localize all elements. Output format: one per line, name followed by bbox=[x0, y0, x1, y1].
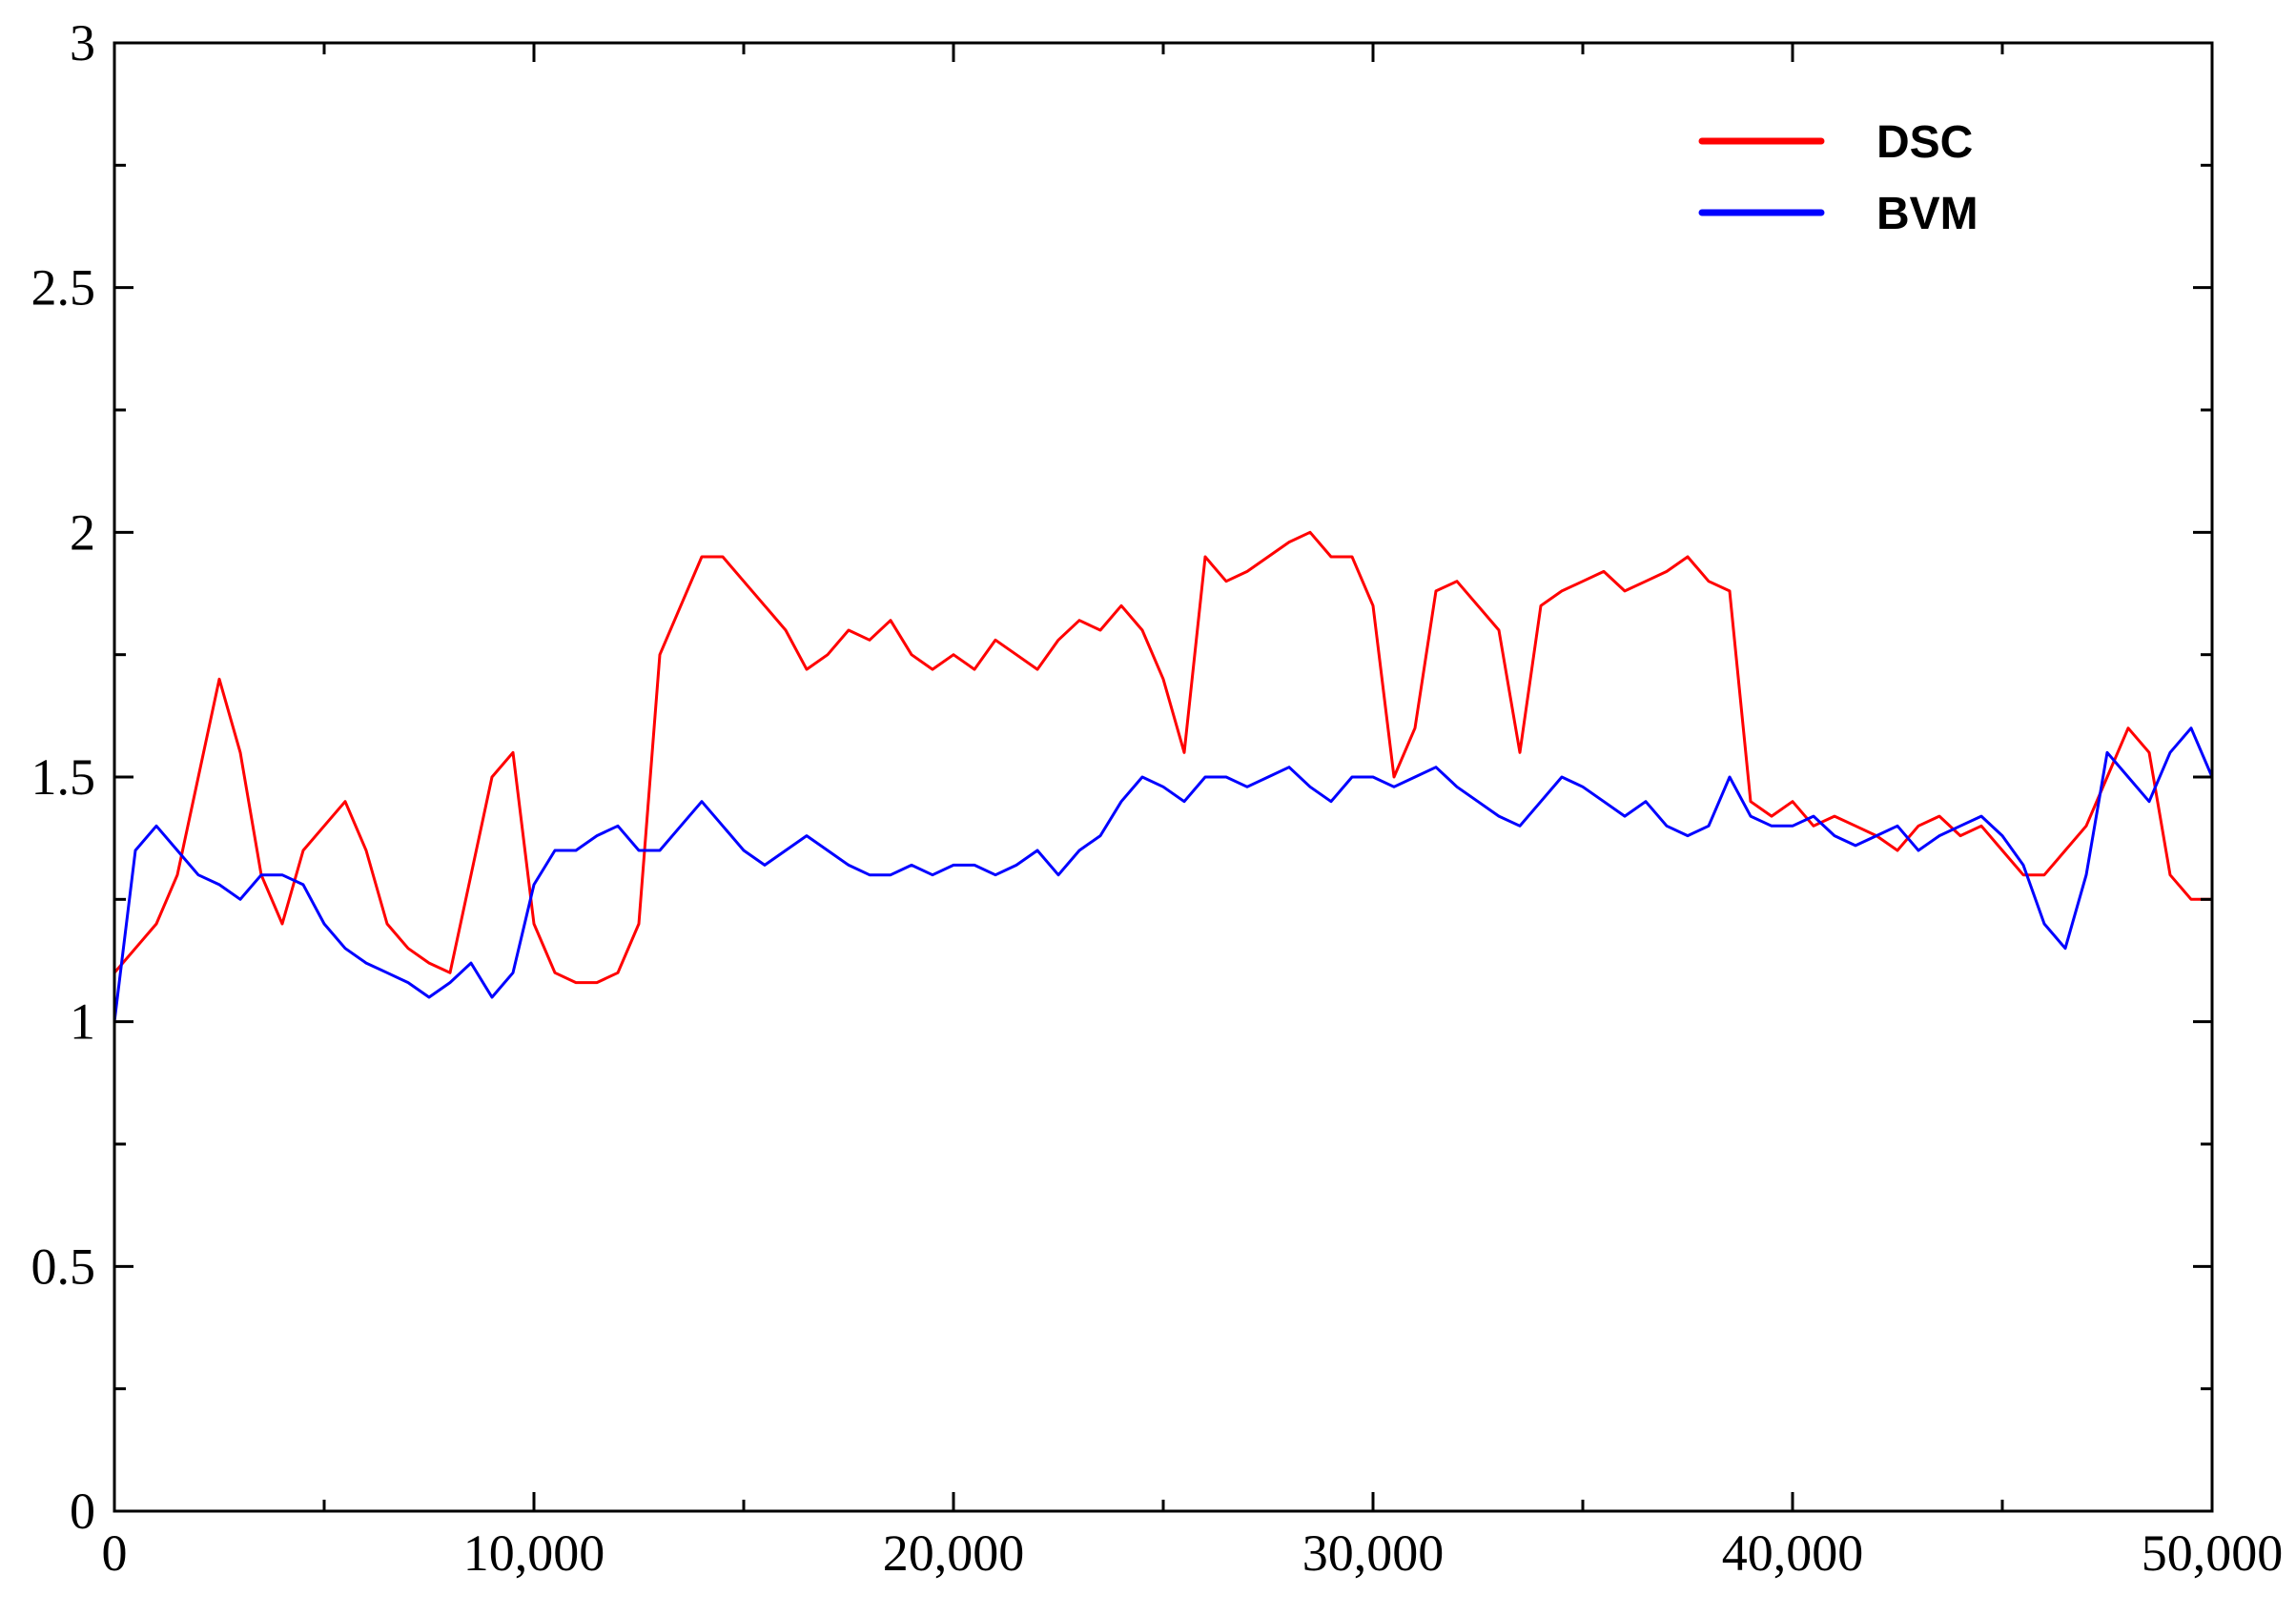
x-tick-label: 10,000 bbox=[463, 1524, 605, 1582]
plot-series bbox=[113, 530, 2214, 1022]
y-tick-label: 2 bbox=[70, 503, 95, 561]
y-tick-label: 3 bbox=[70, 14, 95, 72]
y-tick-label: 2.5 bbox=[31, 259, 96, 317]
axis-ticks: 0 10,000 20,000 30,000 40,000 50,000 0 0.5 1 1.5 2… bbox=[31, 14, 2284, 1582]
x-tick-label: 30,000 bbox=[1302, 1524, 1445, 1582]
y-tick-label: 0 bbox=[70, 1483, 95, 1540]
y-tick-label: 1.5 bbox=[31, 748, 96, 806]
legend-label-bvm: BVM bbox=[1876, 189, 1978, 239]
x-tick-label: 20,000 bbox=[883, 1524, 1025, 1582]
legend: DSC BVM bbox=[1698, 117, 1978, 239]
series-line-dsc bbox=[113, 530, 2212, 985]
y-tick-label: 1 bbox=[70, 993, 95, 1051]
x-tick-label: 50,000 bbox=[2142, 1524, 2284, 1582]
x-tick-label: 40,000 bbox=[1722, 1524, 1864, 1582]
legend-label-dsc: DSC bbox=[1876, 117, 1973, 168]
y-tick-label: 0.5 bbox=[31, 1238, 96, 1295]
series-line-bvm bbox=[113, 726, 2214, 1022]
x-tick-label: 0 bbox=[102, 1524, 128, 1582]
